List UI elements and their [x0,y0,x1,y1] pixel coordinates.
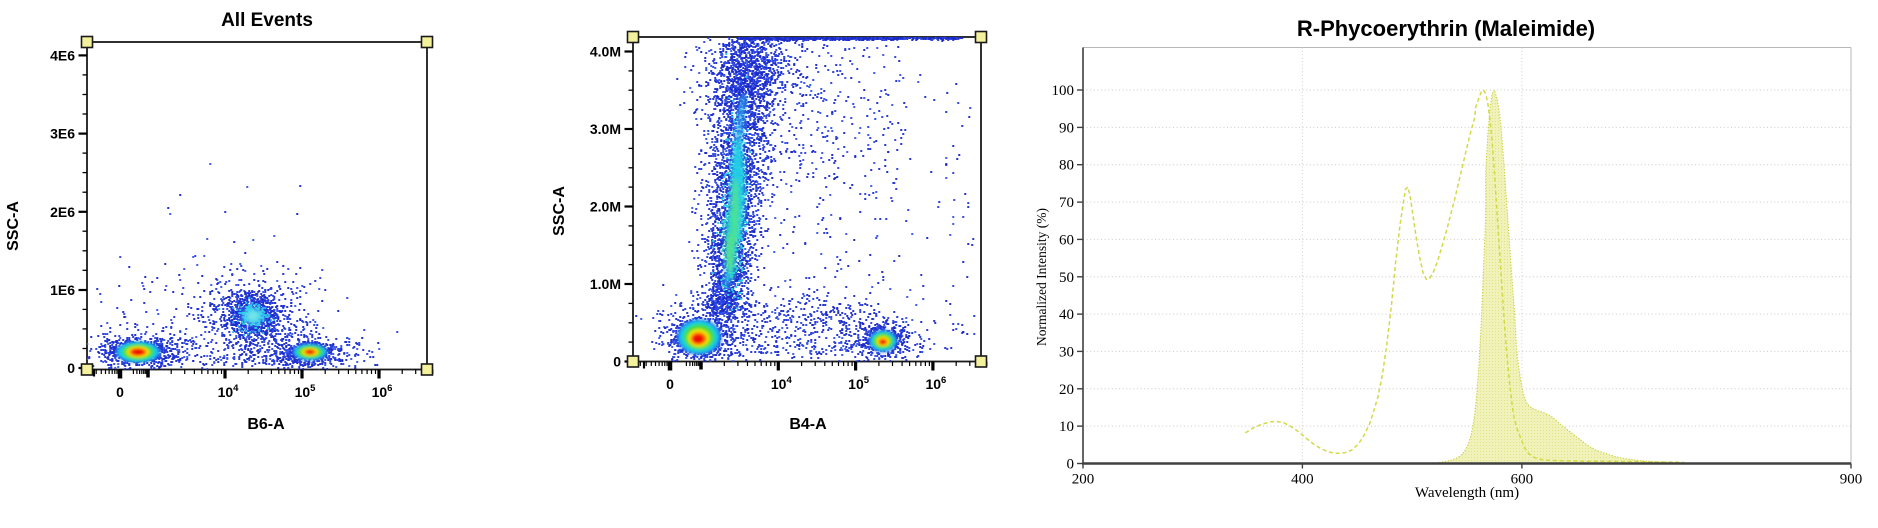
svg-text:30: 30 [1059,344,1074,360]
svg-text:0: 0 [67,360,75,376]
svg-text:2E6: 2E6 [50,204,75,220]
svg-text:1E6: 1E6 [50,282,75,298]
svg-text:B6-A: B6-A [247,416,285,433]
svg-text:Normalized Intensity (%): Normalized Intensity (%) [1034,208,1049,346]
svg-text:SSC-A: SSC-A [5,201,22,251]
svg-text:3E6: 3E6 [50,126,75,142]
svg-text:200: 200 [1072,472,1095,488]
svg-text:4E6: 4E6 [50,47,75,63]
svg-text:B4-A: B4-A [789,416,827,433]
svg-text:0: 0 [1067,457,1075,473]
svg-text:3.0M: 3.0M [590,121,621,137]
svg-text:All Events: All Events [221,10,313,31]
svg-text:0: 0 [613,354,621,370]
svg-text:90: 90 [1059,120,1074,136]
svg-text:10: 10 [1059,419,1074,435]
svg-text:20: 20 [1059,382,1074,398]
svg-text:4.0M: 4.0M [590,44,621,60]
svg-text:SSC-A: SSC-A [551,186,568,236]
svg-text:60: 60 [1059,232,1074,248]
svg-text:0: 0 [116,384,124,400]
svg-text:50: 50 [1059,270,1074,286]
svg-text:100: 100 [1052,83,1075,99]
svg-text:900: 900 [1840,472,1863,488]
svg-text:70: 70 [1059,195,1074,211]
svg-text:40: 40 [1059,307,1074,323]
svg-text:400: 400 [1291,472,1314,488]
svg-text:600: 600 [1511,472,1534,488]
svg-text:1.0M: 1.0M [590,276,621,292]
svg-text:2.0M: 2.0M [590,199,621,215]
svg-text:80: 80 [1059,158,1074,174]
svg-text:Wavelength (nm): Wavelength (nm) [1415,485,1519,501]
svg-text:0: 0 [666,376,674,392]
svg-text:R-Phycoerythrin (Maleimide): R-Phycoerythrin (Maleimide) [1297,16,1595,41]
